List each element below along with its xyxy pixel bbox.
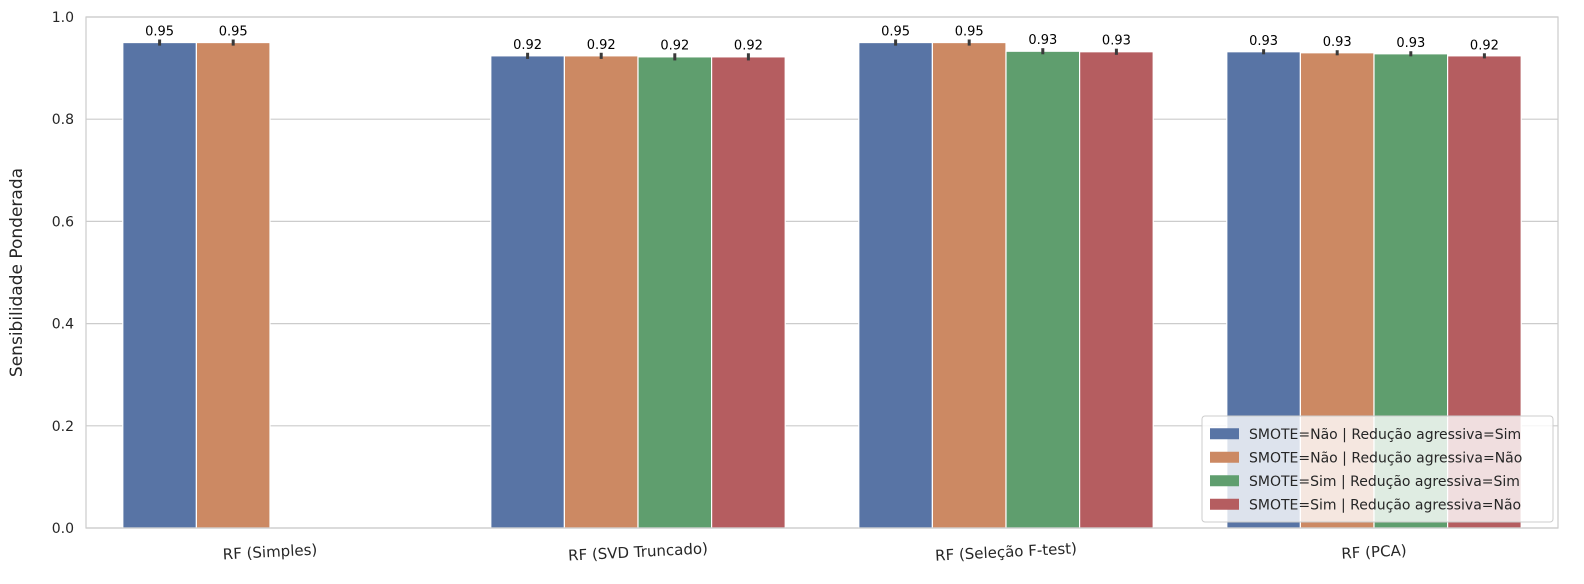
legend-label: SMOTE=Sim | Redução agressiva=Sim [1249, 474, 1520, 490]
bar [490, 55, 565, 529]
legend-label: SMOTE=Não | Redução agressiva=Não [1249, 450, 1522, 466]
data-label: 0.92 [513, 38, 542, 53]
bar [195, 41, 271, 529]
legend-label: SMOTE=Não | Redução agressiva=Sim [1249, 427, 1521, 443]
x-tick-label: RF (Seleção F-test) [935, 539, 1078, 564]
bar [858, 41, 933, 529]
legend-swatch [1210, 428, 1239, 440]
bar [931, 41, 1007, 529]
plot-frame [85, 16, 1559, 529]
x-tick-label: RF (PCA) [1341, 541, 1407, 562]
legend: SMOTE=Não | Redução agressiva=Sim SMOTE=N… [1201, 415, 1554, 523]
legend-label: SMOTE=Sim | Redução agressiva=Não [1249, 497, 1521, 513]
data-label: 0.93 [1028, 33, 1057, 48]
data-label: 0.95 [881, 24, 910, 39]
data-labels: 0.95 0.95 0.92 0.92 0.92 0.92 0.95 0.95 0.93 0.93… [145, 24, 1499, 53]
bar [563, 55, 639, 529]
data-label: 0.92 [660, 38, 689, 53]
y-axis-ticks: 0.0 0.2 0.4 0.6 0.8 1.0 [52, 10, 74, 537]
legend-swatch [1210, 498, 1239, 510]
legend-swatch [1210, 475, 1239, 487]
data-label: 0.93 [1102, 34, 1131, 49]
x-tick-label: RF (Simples) [222, 541, 317, 564]
data-label: 0.92 [734, 38, 763, 53]
y-tick-label: 0.2 [52, 419, 74, 435]
data-label: 0.92 [1470, 38, 1499, 53]
data-label: 0.95 [955, 24, 984, 39]
legend-items: SMOTE=Não | Redução agressiva=Sim SMOTE=N… [1210, 427, 1522, 513]
bar [1078, 51, 1154, 529]
x-tick-label: RF (SVD Truncado) [568, 539, 709, 564]
x-axis-ticks: RF (Simples) RF (SVD Truncado) RF (Seleção… [222, 539, 1407, 564]
data-label: 0.93 [1249, 34, 1278, 49]
data-label: 0.95 [219, 24, 248, 39]
data-label: 0.93 [1396, 36, 1425, 51]
y-tick-label: 0.0 [52, 521, 74, 537]
data-label: 0.92 [587, 38, 616, 53]
y-tick-label: 1.0 [52, 10, 74, 26]
bar [710, 56, 786, 529]
bar [122, 41, 198, 529]
y-tick-label: 0.4 [52, 317, 74, 333]
data-label: 0.95 [145, 24, 174, 39]
y-tick-label: 0.8 [52, 112, 74, 128]
bar [1005, 50, 1081, 529]
data-label: 0.93 [1323, 35, 1352, 50]
y-axis-title: Sensibilidade Ponderada [7, 168, 27, 377]
bar [637, 56, 713, 529]
y-tick-label: 0.6 [52, 214, 74, 230]
legend-box [1201, 415, 1554, 523]
legend-swatch [1210, 451, 1239, 463]
